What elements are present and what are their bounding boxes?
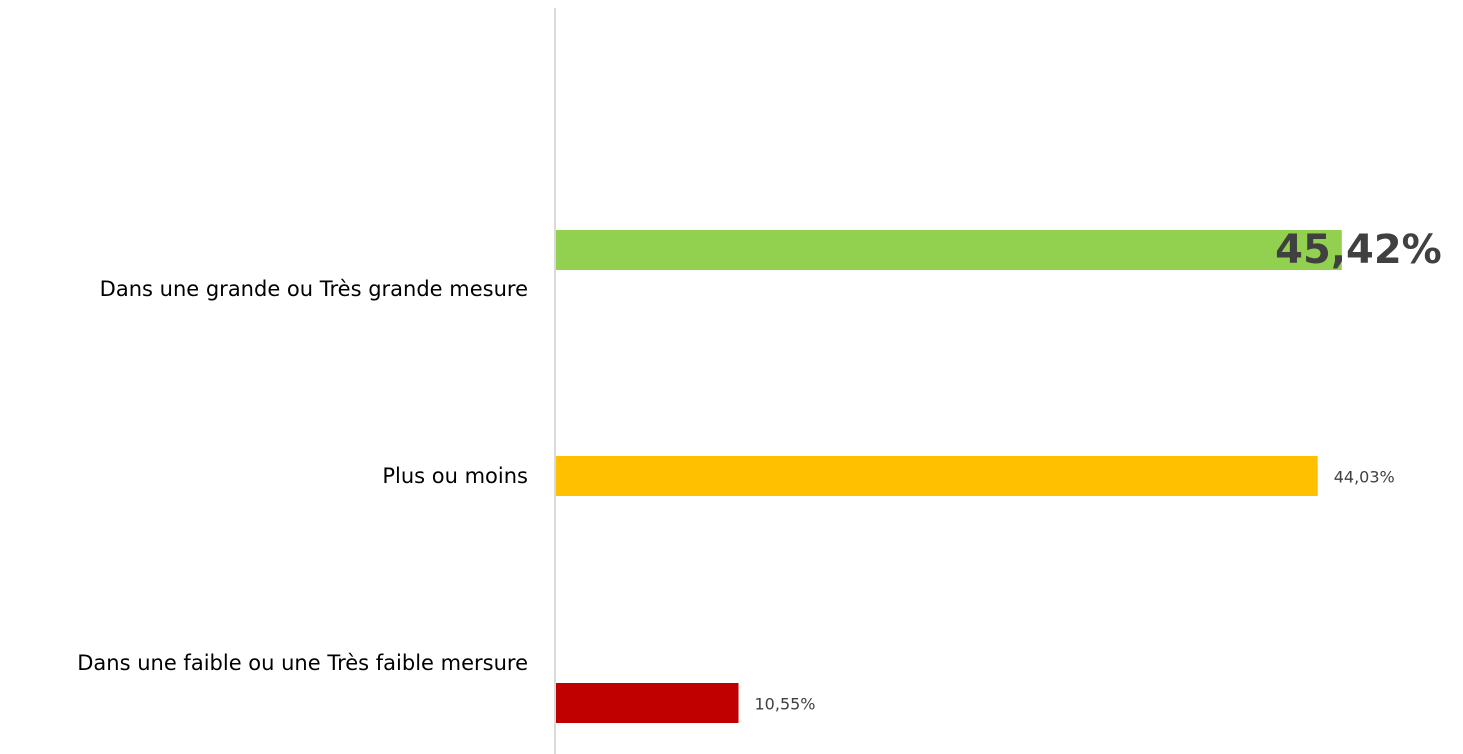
value-label: 44,03% bbox=[1334, 468, 1395, 487]
bar bbox=[556, 230, 1342, 270]
bar bbox=[556, 456, 1318, 496]
category-label: Plus ou moins bbox=[382, 464, 528, 488]
category-label: Dans une faible ou une Très faible mersu… bbox=[77, 651, 528, 675]
bar bbox=[556, 683, 739, 723]
category-label: Dans une grande ou Très grande mesure bbox=[100, 277, 528, 301]
value-label: 10,55% bbox=[755, 695, 816, 714]
value-label: 45,42% bbox=[1275, 227, 1442, 273]
